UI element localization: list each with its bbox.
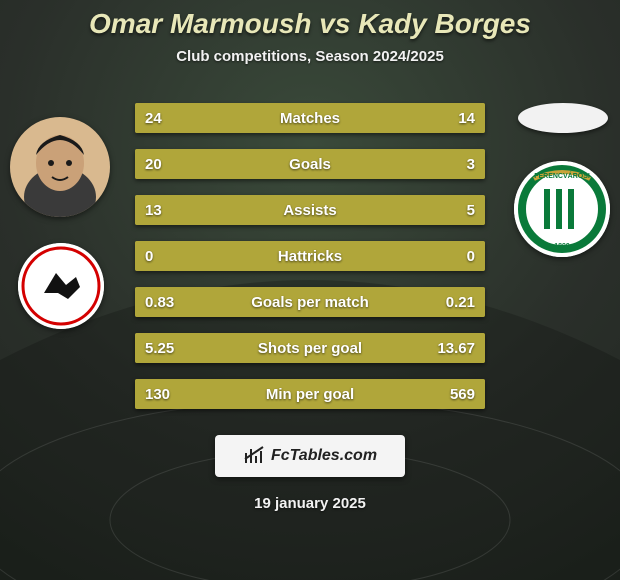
subtitle: Club competitions, Season 2024/2025 — [0, 48, 620, 65]
stat-row: 2414Matches — [135, 103, 485, 133]
stat-bar-right — [387, 195, 485, 225]
stat-bar-right — [440, 149, 486, 179]
brand-name: FcTables.com — [271, 447, 377, 465]
player-left-avatar — [10, 117, 110, 217]
player-right-avatar — [518, 103, 608, 133]
stat-bar-left — [135, 149, 440, 179]
brand-badge: FcTables.com — [215, 435, 405, 477]
stat-row: 5.2513.67Shots per goal — [135, 333, 485, 363]
stat-bar-right — [233, 333, 485, 363]
stat-row: 130569Min per goal — [135, 379, 485, 409]
stat-row: 00Hattricks — [135, 241, 485, 271]
club-right-badge: FERENCVÁROSI 1899 — [514, 161, 610, 257]
comparison-area: FERENCVÁROSI 1899 2414Matches 203Goals 135… — [0, 93, 620, 413]
stat-bar-left — [135, 379, 202, 409]
stat-row: 0.830.21Goals per match — [135, 287, 485, 317]
svg-text:1899: 1899 — [554, 243, 570, 250]
date-text: 19 january 2025 — [0, 495, 620, 512]
svg-text:FERENCVÁROSI: FERENCVÁROSI — [534, 171, 590, 180]
brand-icon — [243, 445, 265, 467]
stat-bar-right — [356, 103, 486, 133]
stat-bar-left — [135, 103, 356, 133]
stat-bar-right — [415, 287, 485, 317]
stat-row: 135Assists — [135, 195, 485, 225]
stat-bar-left — [135, 241, 310, 271]
stat-bar-left — [135, 195, 387, 225]
stat-bars: 2414Matches 203Goals 135Assists 00Hattricks… — [135, 103, 485, 425]
stat-bar-right — [310, 241, 485, 271]
stat-bar-left — [135, 333, 233, 363]
stat-bar-left — [135, 287, 415, 317]
club-left-badge — [18, 243, 104, 329]
stat-bar-right — [202, 379, 486, 409]
stat-row: 203Goals — [135, 149, 485, 179]
page-title: Omar Marmoush vs Kady Borges — [0, 0, 620, 40]
